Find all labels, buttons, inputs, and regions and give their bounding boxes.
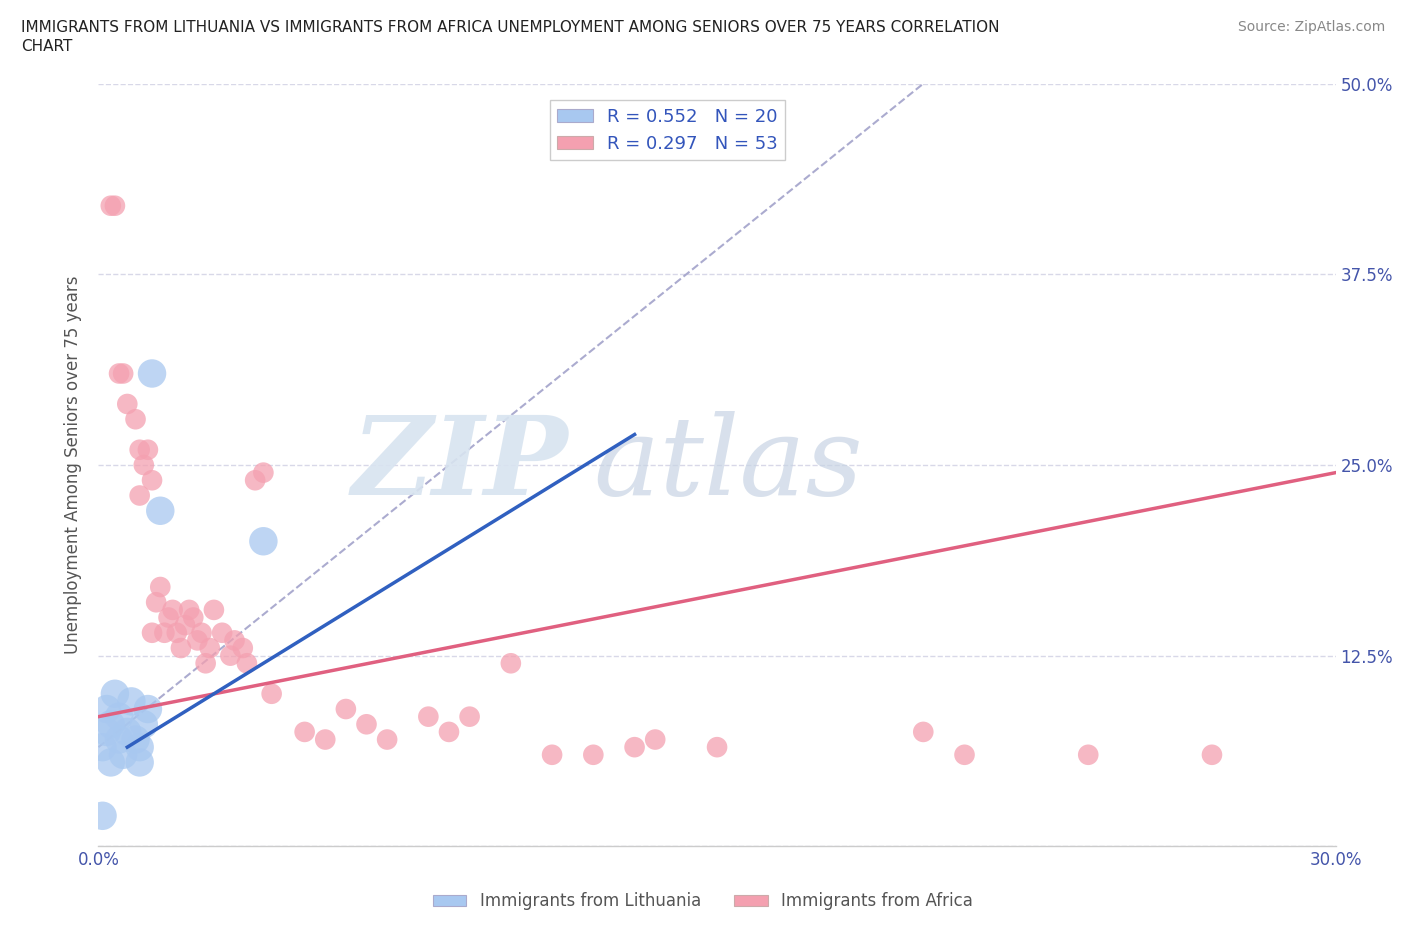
Point — [458, 710, 481, 724]
Point — [224, 633, 246, 648]
Point — [112, 366, 135, 381]
Point — [314, 732, 336, 747]
Point — [100, 717, 122, 732]
Point — [418, 710, 440, 724]
Point — [198, 641, 221, 656]
Point — [100, 755, 122, 770]
Point — [170, 641, 193, 656]
Point — [108, 732, 131, 747]
Point — [194, 656, 217, 671]
Point — [96, 701, 118, 716]
Point — [128, 443, 150, 458]
Point — [124, 412, 146, 427]
Point — [1077, 748, 1099, 763]
Point — [145, 595, 167, 610]
Point — [117, 396, 139, 411]
Point — [1201, 748, 1223, 763]
Point — [219, 648, 242, 663]
Point — [375, 732, 398, 747]
Y-axis label: Unemployment Among Seniors over 75 years: Unemployment Among Seniors over 75 years — [65, 276, 83, 654]
Point — [141, 472, 163, 487]
Point — [149, 579, 172, 594]
Point — [100, 198, 122, 213]
Point — [108, 366, 131, 381]
Point — [153, 625, 176, 640]
Point — [260, 686, 283, 701]
Point — [706, 739, 728, 754]
Point — [112, 748, 135, 763]
Point — [202, 603, 225, 618]
Point — [252, 534, 274, 549]
Text: CHART: CHART — [21, 39, 73, 54]
Point — [91, 739, 114, 754]
Point — [157, 610, 180, 625]
Text: atlas: atlas — [593, 411, 863, 519]
Point — [128, 488, 150, 503]
Point — [335, 701, 357, 716]
Point — [190, 625, 212, 640]
Point — [117, 724, 139, 739]
Point — [104, 686, 127, 701]
Point — [211, 625, 233, 640]
Point — [174, 618, 197, 632]
Point — [623, 739, 645, 754]
Point — [181, 610, 204, 625]
Point — [186, 633, 208, 648]
Point — [166, 625, 188, 640]
Point — [912, 724, 935, 739]
Point — [179, 603, 201, 618]
Point — [582, 748, 605, 763]
Point — [141, 366, 163, 381]
Point — [128, 755, 150, 770]
Point — [91, 808, 114, 823]
Legend: R = 0.552   N = 20, R = 0.297   N = 53: R = 0.552 N = 20, R = 0.297 N = 53 — [550, 100, 786, 160]
Point — [120, 694, 142, 709]
Point — [132, 458, 155, 472]
Point — [104, 198, 127, 213]
Point — [953, 748, 976, 763]
Point — [499, 656, 522, 671]
Point — [108, 710, 131, 724]
Point — [136, 701, 159, 716]
Text: ZIP: ZIP — [352, 411, 568, 519]
Point — [541, 748, 564, 763]
Point — [132, 717, 155, 732]
Point — [644, 732, 666, 747]
Point — [236, 656, 259, 671]
Point — [252, 465, 274, 480]
Point — [243, 472, 266, 487]
Point — [128, 739, 150, 754]
Legend: Immigrants from Lithuania, Immigrants from Africa: Immigrants from Lithuania, Immigrants fr… — [426, 885, 980, 917]
Point — [141, 625, 163, 640]
Point — [149, 503, 172, 518]
Point — [356, 717, 378, 732]
Point — [124, 732, 146, 747]
Point — [232, 641, 254, 656]
Point — [294, 724, 316, 739]
Point — [136, 443, 159, 458]
Point — [437, 724, 460, 739]
Text: Source: ZipAtlas.com: Source: ZipAtlas.com — [1237, 20, 1385, 34]
Point — [96, 724, 118, 739]
Text: IMMIGRANTS FROM LITHUANIA VS IMMIGRANTS FROM AFRICA UNEMPLOYMENT AMONG SENIORS O: IMMIGRANTS FROM LITHUANIA VS IMMIGRANTS … — [21, 20, 1000, 35]
Point — [162, 603, 184, 618]
